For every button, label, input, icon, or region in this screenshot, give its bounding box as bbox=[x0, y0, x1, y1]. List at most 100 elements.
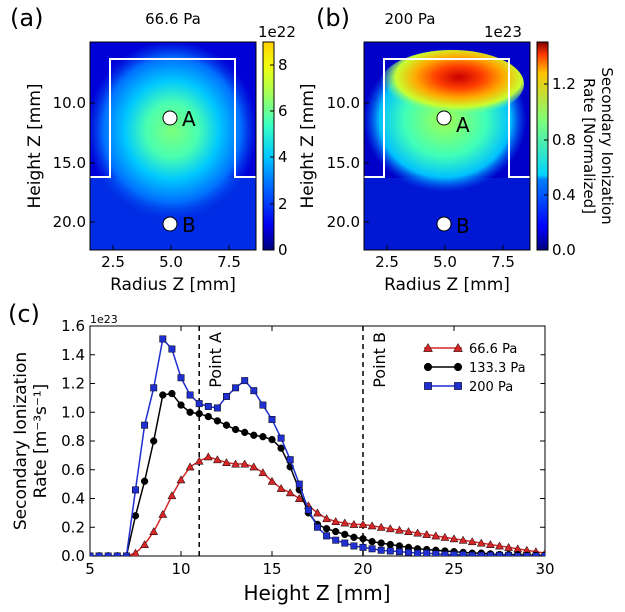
point-b-label: B bbox=[182, 213, 196, 237]
data-point-circle bbox=[213, 417, 222, 425]
y-tick-label-b: 15.0 bbox=[327, 154, 360, 172]
data-point-circle bbox=[322, 525, 331, 533]
data-point-square bbox=[314, 523, 321, 531]
data-point-triangle bbox=[231, 459, 241, 468]
y-tick-label-c: 0.2 bbox=[61, 518, 85, 536]
data-point-square bbox=[450, 551, 458, 556]
data-point-square bbox=[395, 548, 403, 556]
x-tick-label-a: 2.5 bbox=[101, 253, 125, 271]
x-tick-label-c: 20 bbox=[353, 560, 372, 578]
data-point-triangle bbox=[322, 514, 332, 523]
colorbar-b: 1e23 0.0 0.4 0.8 1.2 Secondary Ionizatio… bbox=[484, 23, 616, 259]
point-a-label: A bbox=[182, 107, 196, 131]
exponent-c: 1e23 bbox=[90, 313, 118, 326]
panel-b: (b) 200 Pa A B 10.0 15.0 20.0 bbox=[298, 4, 616, 295]
data-point-square bbox=[90, 552, 94, 556]
data-point-square bbox=[223, 392, 230, 400]
x-tick-label-c: 5 bbox=[85, 560, 95, 578]
colorbar-b-gradient bbox=[536, 41, 549, 251]
heatmap-b-hot-region bbox=[380, 50, 524, 118]
data-point-circle bbox=[386, 540, 394, 549]
data-point-triangle bbox=[423, 342, 433, 352]
data-point-triangle bbox=[504, 542, 514, 551]
y-axis-label-b: Height Z [mm] bbox=[298, 83, 318, 208]
data-point-triangle bbox=[176, 475, 186, 484]
data-point-square bbox=[468, 551, 476, 556]
data-point-square bbox=[304, 506, 312, 514]
data-point-square bbox=[454, 382, 462, 390]
data-point-square bbox=[477, 551, 485, 556]
data-point-square bbox=[350, 542, 358, 550]
data-point-circle bbox=[195, 410, 203, 418]
data-point-square bbox=[104, 552, 112, 556]
data-point-square bbox=[368, 545, 376, 553]
x-tick-label-c: 25 bbox=[444, 560, 463, 578]
data-point-square bbox=[405, 548, 412, 556]
data-point-circle bbox=[423, 362, 433, 372]
colorbar-b-tick: 0.8 bbox=[552, 131, 576, 149]
legend-c: 66.6 Pa 133.3 Pa 200 Pa bbox=[417, 333, 541, 405]
x-axis-label-a: Radius Z [mm] bbox=[110, 275, 236, 295]
data-point-triangle bbox=[422, 529, 432, 538]
colorbar-b-label-line2: Rate [Normalized] bbox=[580, 78, 598, 214]
x-tick-label-c: 15 bbox=[262, 560, 281, 578]
y-tick-label-c: 0.8 bbox=[61, 432, 85, 450]
data-point-square bbox=[250, 387, 258, 395]
data-point-square bbox=[177, 374, 185, 382]
data-point-triangle bbox=[413, 528, 423, 537]
data-point-square bbox=[441, 551, 449, 556]
data-point-circle bbox=[241, 428, 249, 437]
y-tick-label-c: 1.0 bbox=[61, 403, 85, 421]
data-point-square bbox=[523, 552, 531, 556]
data-point-square bbox=[386, 547, 394, 555]
x-tick-label-a: 5.0 bbox=[159, 253, 183, 271]
data-point-triangle bbox=[458, 535, 468, 544]
panel-c: (c) 1e23 5 10 15 20 25 30 0.0 0.2 0.4 0.6 0.8 1.0 1.… bbox=[8, 300, 555, 605]
data-point-square bbox=[423, 549, 431, 556]
data-point-square bbox=[204, 403, 212, 410]
x-axis-label-b: Radius Z [mm] bbox=[384, 275, 510, 295]
data-point-circle bbox=[250, 431, 258, 439]
data-point-square bbox=[424, 382, 432, 390]
panel-title-b: 200 Pa bbox=[385, 10, 436, 28]
data-point-square bbox=[295, 480, 303, 488]
data-point-triangle bbox=[485, 539, 495, 548]
data-point-triangle bbox=[131, 548, 140, 556]
data-point-triangle bbox=[140, 539, 150, 548]
data-point-circle bbox=[277, 444, 285, 452]
data-point-square bbox=[122, 552, 130, 556]
x-ticks-a: 2.5 5.0 7.5 bbox=[101, 245, 241, 271]
data-point-square bbox=[277, 434, 285, 442]
colorbar-a: 1e22 0 2 4 6 8 bbox=[258, 23, 296, 259]
data-point-triangle bbox=[313, 508, 322, 517]
data-point-circle bbox=[341, 530, 349, 539]
colorbar-a-tick: 4 bbox=[278, 148, 288, 166]
data-point-square bbox=[359, 543, 367, 551]
legend-label: 66.6 Pa bbox=[469, 342, 517, 357]
point-b-label: B bbox=[456, 214, 470, 238]
data-point-square bbox=[341, 539, 349, 547]
heatmap-a-glow bbox=[90, 42, 256, 220]
colorbar-a-tick: 2 bbox=[278, 195, 288, 213]
chamber-outline-b bbox=[364, 58, 530, 178]
data-point-square bbox=[286, 456, 294, 464]
colorbar-b-label-line1: Secondary Ionization bbox=[598, 67, 616, 224]
plot-frame-b bbox=[363, 41, 531, 251]
data-point-circle bbox=[204, 412, 212, 421]
colorbar-a-tick: 6 bbox=[278, 102, 288, 120]
data-point-square bbox=[141, 421, 149, 429]
data-point-square bbox=[459, 551, 467, 556]
data-point-triangle bbox=[203, 452, 213, 461]
data-point-circle bbox=[140, 477, 149, 485]
data-point-triangle bbox=[240, 459, 250, 468]
heatmap-b bbox=[364, 42, 530, 250]
data-point-triangle bbox=[340, 518, 350, 527]
data-point-square bbox=[241, 377, 249, 385]
reference-line-label-c: Point B bbox=[370, 332, 389, 388]
series-200-pa bbox=[90, 335, 545, 556]
data-point-square bbox=[232, 384, 240, 392]
data-point-triangle bbox=[158, 509, 168, 518]
y-tick-label-c: 1.6 bbox=[61, 317, 85, 335]
data-point-circle bbox=[332, 527, 340, 536]
data-point-circle bbox=[259, 433, 267, 441]
